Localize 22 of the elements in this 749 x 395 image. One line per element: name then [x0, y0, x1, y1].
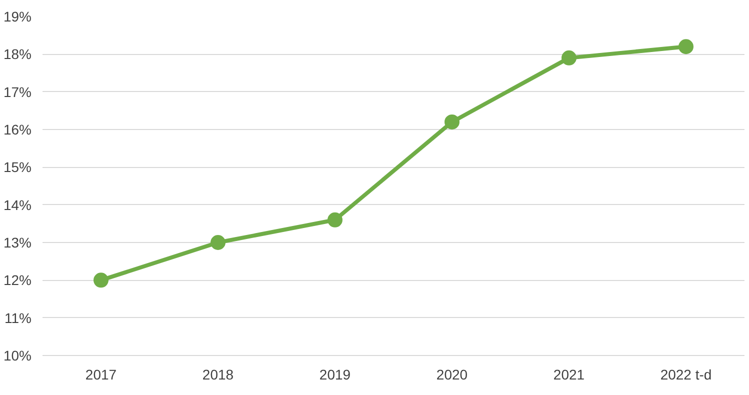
y-tick-label: 18% — [3, 46, 32, 62]
point — [328, 212, 342, 228]
x-tick-label: 2021 — [553, 366, 585, 382]
point — [444, 114, 460, 130]
y-tick-label: 12% — [3, 272, 32, 288]
y-tick-label: 17% — [3, 84, 32, 100]
y-tick-label: 10% — [3, 348, 32, 364]
x-tick-label: 2022 t-d — [660, 366, 712, 382]
point — [94, 272, 108, 288]
y-tick-label: 11% — [4, 310, 32, 326]
x-tick-label: 2017 — [85, 366, 117, 382]
y-tick-label: 15% — [3, 159, 32, 176]
y-tick-label: 19% — [3, 8, 32, 24]
point — [678, 39, 694, 54]
x-tick-label: 2020 — [436, 366, 468, 382]
y-tick-label: 13% — [3, 234, 32, 250]
point — [210, 235, 226, 250]
y-tick-label: 14% — [3, 196, 32, 213]
x-tick-label: 2019 — [319, 366, 351, 382]
y-tick-label: 16% — [3, 122, 32, 138]
x-tick-label: 2018 — [202, 366, 234, 382]
point — [562, 50, 576, 66]
